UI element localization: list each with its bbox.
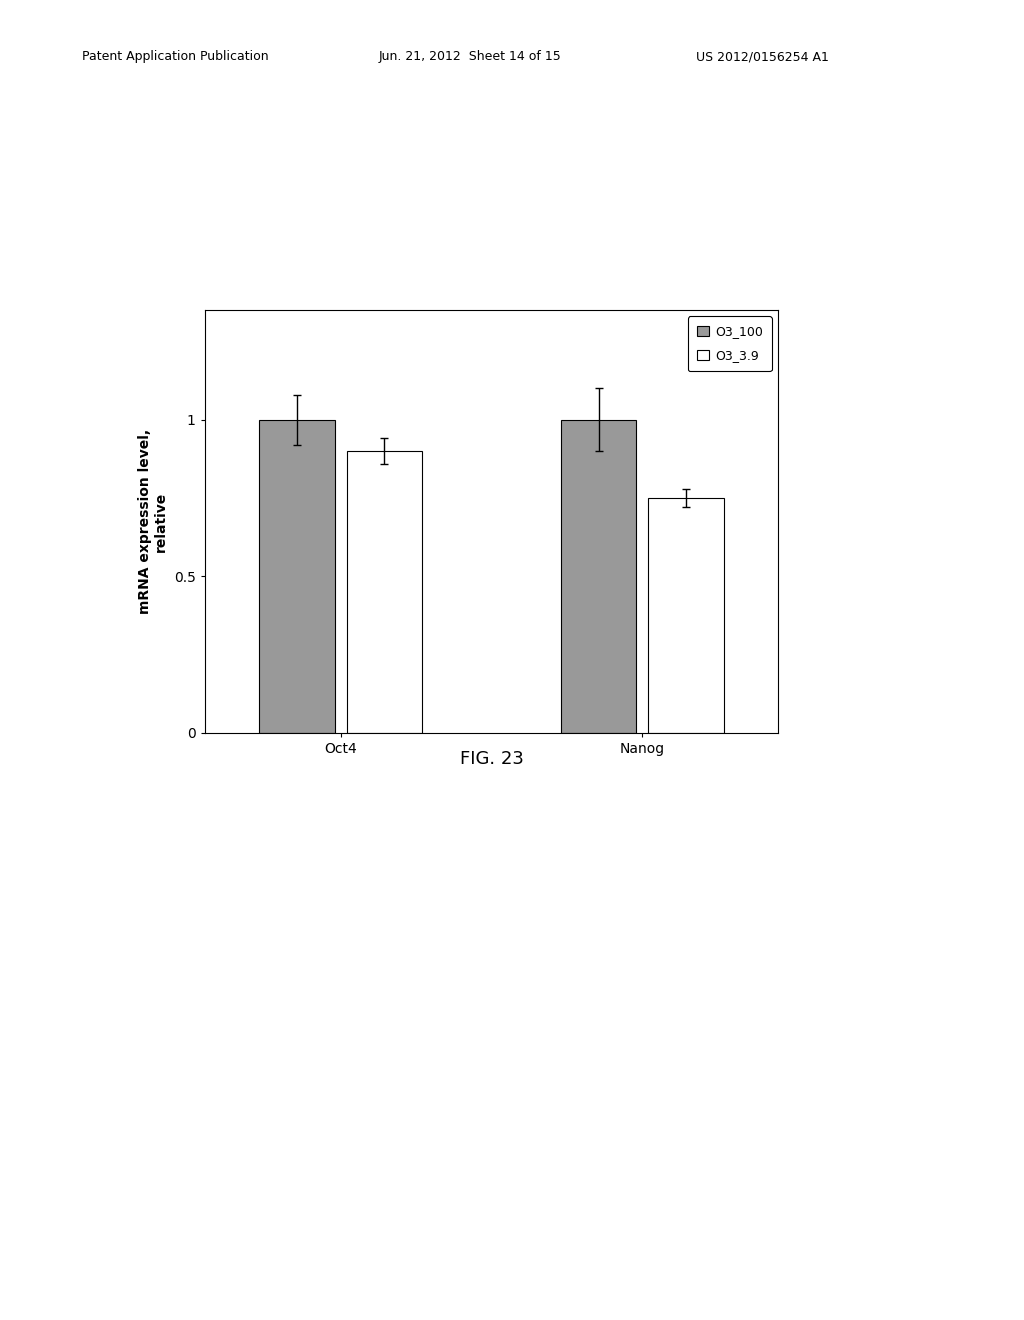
Text: Patent Application Publication: Patent Application Publication [82, 50, 268, 63]
Legend: O3_100, O3_3.9: O3_100, O3_3.9 [688, 317, 772, 371]
Bar [648, 498, 724, 733]
Bar [347, 451, 422, 733]
Text: Jun. 21, 2012  Sheet 14 of 15: Jun. 21, 2012 Sheet 14 of 15 [379, 50, 561, 63]
Bar [561, 420, 636, 733]
Y-axis label: mRNA expression level,
relative: mRNA expression level, relative [138, 429, 168, 614]
Bar [259, 420, 335, 733]
Text: US 2012/0156254 A1: US 2012/0156254 A1 [696, 50, 829, 63]
Text: FIG. 23: FIG. 23 [460, 750, 523, 768]
